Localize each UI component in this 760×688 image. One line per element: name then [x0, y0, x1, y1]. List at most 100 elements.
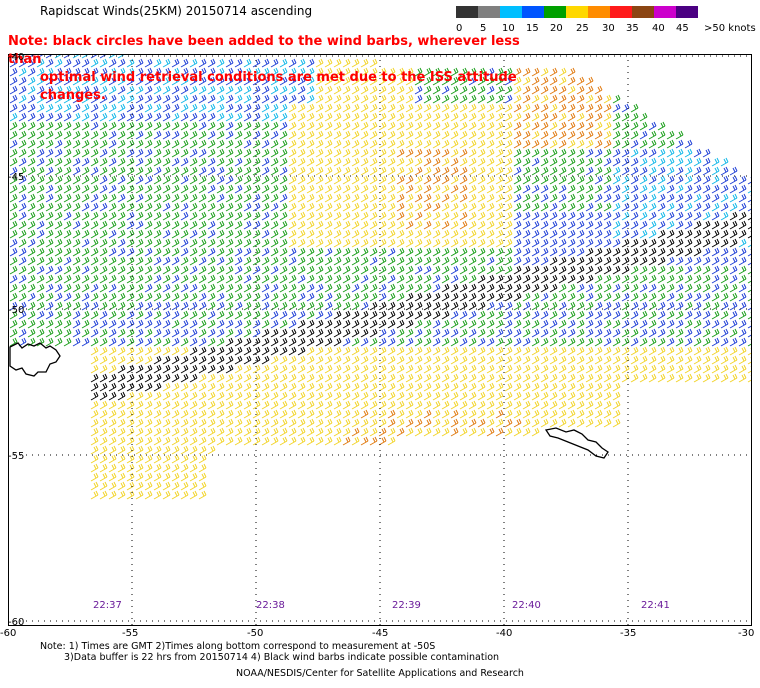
wind-barb: [180, 157, 189, 167]
wind-barb: [450, 337, 459, 347]
wind-barb: [603, 256, 612, 266]
wind-barb: [36, 76, 45, 86]
wind-barb: [243, 139, 252, 149]
wind-barb: [450, 157, 459, 167]
wind-barb: [171, 256, 180, 266]
wind-barb: [261, 382, 270, 392]
wind-barb: [432, 364, 441, 374]
colorbar-swatch-1: [478, 6, 500, 18]
wind-barb: [342, 121, 351, 131]
wind-barb: [711, 292, 720, 302]
wind-barb: [198, 139, 207, 149]
wind-barb: [108, 436, 117, 446]
wind-barb: [585, 382, 594, 392]
wind-barb: [657, 373, 666, 383]
wind-barb: [396, 175, 405, 185]
wind-barb: [333, 112, 342, 122]
wind-barb: [684, 337, 693, 347]
wind-barb: [333, 175, 342, 185]
wind-barb: [738, 310, 747, 320]
wind-barb: [90, 256, 99, 266]
wind-barb: [162, 418, 171, 428]
wind-barb: [441, 130, 450, 140]
wind-barb: [153, 409, 162, 419]
wind-barb: [117, 112, 126, 122]
wind-barb: [612, 148, 621, 158]
wind-barb: [225, 274, 234, 284]
wind-barb: [702, 364, 711, 374]
wind-barb: [522, 130, 531, 140]
wind-barb: [324, 346, 333, 356]
wind-barb: [459, 328, 468, 338]
colorbar-swatch-4: [544, 6, 566, 18]
wind-barb: [504, 274, 513, 284]
wind-barb: [180, 481, 189, 491]
wind-barb: [531, 76, 540, 86]
wind-barb: [387, 355, 396, 365]
wind-barb: [297, 157, 306, 167]
wind-barb: [207, 202, 216, 212]
wind-barb: [522, 67, 531, 77]
wind-barb: [351, 130, 360, 140]
wind-barb: [468, 238, 477, 248]
wind-barb: [279, 328, 288, 338]
wind-barb: [126, 454, 135, 464]
wind-barb: [351, 301, 360, 311]
graticule: [8, 54, 752, 626]
wind-barb: [396, 373, 405, 383]
wind-barb: [432, 184, 441, 194]
wind-barb: [504, 373, 513, 383]
wind-barb: [360, 436, 369, 446]
wind-barb: [162, 76, 171, 86]
wind-barb: [468, 391, 477, 401]
wind-barb: [207, 193, 216, 203]
wind-barb: [729, 202, 738, 212]
wind-barb: [144, 463, 153, 473]
wind-barb: [126, 265, 135, 275]
wind-barb: [198, 337, 207, 347]
wind-barb: [279, 193, 288, 203]
wind-barb: [135, 364, 144, 374]
wind-barb: [306, 373, 315, 383]
wind-barb: [18, 58, 27, 68]
wind-barb: [405, 301, 414, 311]
wind-barb: [297, 175, 306, 185]
wind-barb: [54, 211, 63, 221]
wind-barb: [693, 346, 702, 356]
wind-barb: [198, 400, 207, 410]
wind-barb: [324, 139, 333, 149]
wind-barb: [9, 85, 18, 95]
wind-barb: [630, 355, 639, 365]
wind-barb: [9, 247, 18, 257]
wind-barb: [45, 112, 54, 122]
wind-barb: [207, 382, 216, 392]
wind-barb: [135, 409, 144, 419]
wind-barb: [423, 247, 432, 257]
wind-barb: [171, 328, 180, 338]
wind-barb: [342, 409, 351, 419]
wind-barb: [711, 310, 720, 320]
wind-barb: [171, 130, 180, 140]
wind-barb: [549, 166, 558, 176]
wind-barb: [144, 166, 153, 176]
wind-barb: [342, 418, 351, 428]
wind-barb: [207, 112, 216, 122]
wind-barb: [693, 211, 702, 221]
wind-barb: [72, 139, 81, 149]
wind-barb: [693, 283, 702, 293]
wind-barb: [288, 67, 297, 77]
wind-barb: [162, 58, 171, 68]
wind-barb: [594, 355, 603, 365]
wind-barb: [108, 58, 117, 68]
wind-barb: [72, 175, 81, 185]
wind-barb: [423, 283, 432, 293]
wind-barb: [171, 481, 180, 491]
wind-barb: [225, 328, 234, 338]
wind-barb: [486, 391, 495, 401]
wind-barb: [72, 112, 81, 122]
wind-barb: [567, 292, 576, 302]
wind-barb: [99, 310, 108, 320]
wind-barb: [27, 139, 36, 149]
wind-barb: [27, 220, 36, 230]
wind-barb: [540, 337, 549, 347]
